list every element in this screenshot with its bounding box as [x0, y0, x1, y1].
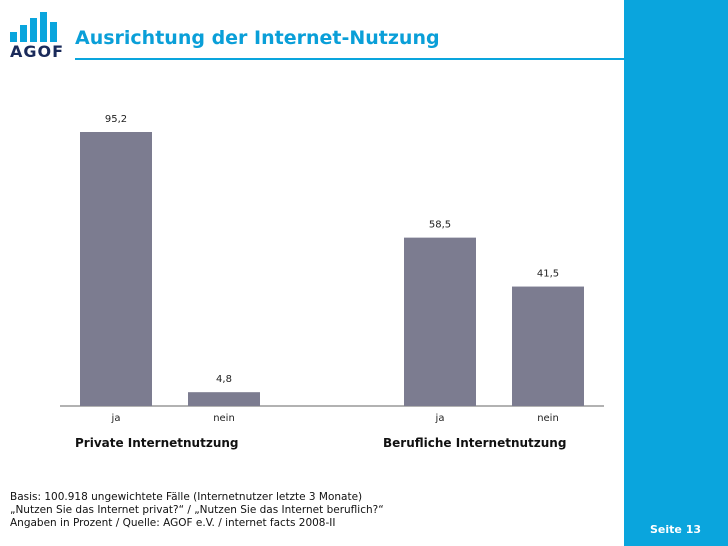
data-label: 95,2	[105, 114, 127, 125]
logo-text: AGOF	[10, 42, 65, 61]
footer-basis: Basis: 100.918 ungewichtete Fälle (Inter…	[10, 491, 363, 503]
data-label: 41,5	[537, 269, 559, 280]
tick-label: ja	[435, 413, 445, 424]
tick-label: nein	[537, 413, 559, 424]
group-label: Private Internetnutzung	[75, 436, 239, 450]
footer-source: Angaben in Prozent / Quelle: AGOF e.V. /…	[10, 517, 336, 529]
data-label: 4,8	[216, 374, 232, 385]
bar-1-0	[404, 237, 476, 406]
page-number: Seite 13	[650, 523, 702, 536]
tick-label: ja	[111, 413, 121, 424]
data-label: 58,5	[429, 220, 451, 231]
bar-0-0	[80, 132, 152, 406]
footer-question: „Nutzen Sie das Internet privat?“ / „Nut…	[10, 504, 384, 516]
bar-0-1	[188, 392, 260, 406]
title-underline	[75, 58, 624, 60]
group-label: Berufliche Internetnutzung	[383, 436, 566, 450]
footer-notes: Basis: 100.918 ungewichtete Fälle (Inter…	[10, 491, 384, 530]
bar-1-1	[512, 286, 584, 406]
side-accent-bar	[624, 0, 728, 546]
agof-logo-icon	[10, 12, 57, 42]
page-title: Ausrichtung der Internet-Nutzung	[75, 27, 440, 49]
bar-chart: 95,2 ja 4,8 nein Private Internetnutzung 58,5…	[60, 114, 604, 450]
tick-label: nein	[213, 413, 235, 424]
